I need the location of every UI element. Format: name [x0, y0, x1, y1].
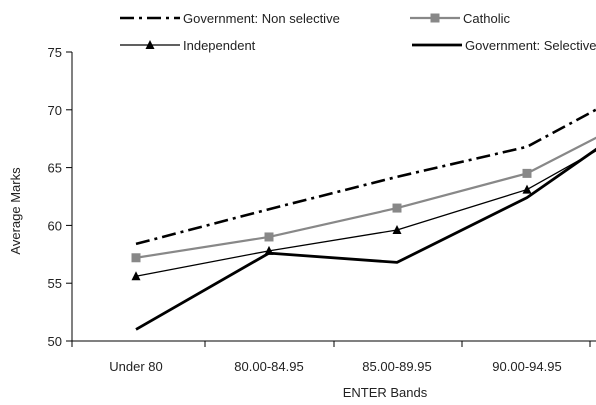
series-line — [135, 108, 596, 246]
y-tick-label: 70 — [48, 103, 62, 118]
y-tick-label: 55 — [48, 276, 62, 291]
y-tick-label: 60 — [48, 218, 62, 233]
series-line — [135, 150, 596, 277]
data-point — [392, 225, 402, 235]
x-tick-label: 85.00-89.95 — [362, 359, 431, 374]
data-point — [522, 184, 532, 194]
legend-label: Government: Non selective — [183, 11, 340, 26]
data-point — [392, 203, 402, 213]
series-1 — [135, 108, 596, 246]
y-axis-title: Average Marks — [8, 167, 23, 255]
legend-item: Government: Non selective — [120, 11, 340, 26]
legend-item: Catholic — [410, 11, 510, 26]
legend-label: Catholic — [463, 11, 510, 26]
legend-label: Government: Selective — [465, 38, 596, 53]
legend-item: Government: Selective — [412, 38, 596, 53]
legend-label: Independent — [183, 38, 256, 53]
series-line — [135, 147, 596, 331]
data-point — [131, 271, 141, 281]
x-tick-label: 80.00-84.95 — [234, 359, 303, 374]
data-point — [131, 253, 141, 263]
legend-marker — [145, 40, 155, 49]
series-2 — [131, 136, 596, 263]
y-tick-label: 75 — [48, 45, 62, 60]
x-tick-label: Under 80 — [109, 359, 162, 374]
data-point — [522, 168, 532, 178]
series-layer — [131, 108, 596, 331]
series-3 — [131, 150, 596, 281]
data-point — [264, 232, 274, 242]
y-axis: 50 55 60 65 70 75 — [48, 45, 73, 349]
legend: Government: Non selective Catholic Indepen… — [120, 11, 596, 53]
y-tick-label: 50 — [48, 334, 62, 349]
x-tick-label: 90.00-94.95 — [492, 359, 561, 374]
series-4 — [135, 147, 596, 331]
x-axis-title: ENTER Bands — [343, 385, 428, 400]
y-tick-label: 65 — [48, 161, 62, 176]
legend-item: Independent — [120, 38, 256, 53]
legend-marker — [430, 13, 440, 23]
x-axis: Under 80 80.00-84.95 85.00-89.95 90.00-94.9… — [71, 340, 596, 374]
